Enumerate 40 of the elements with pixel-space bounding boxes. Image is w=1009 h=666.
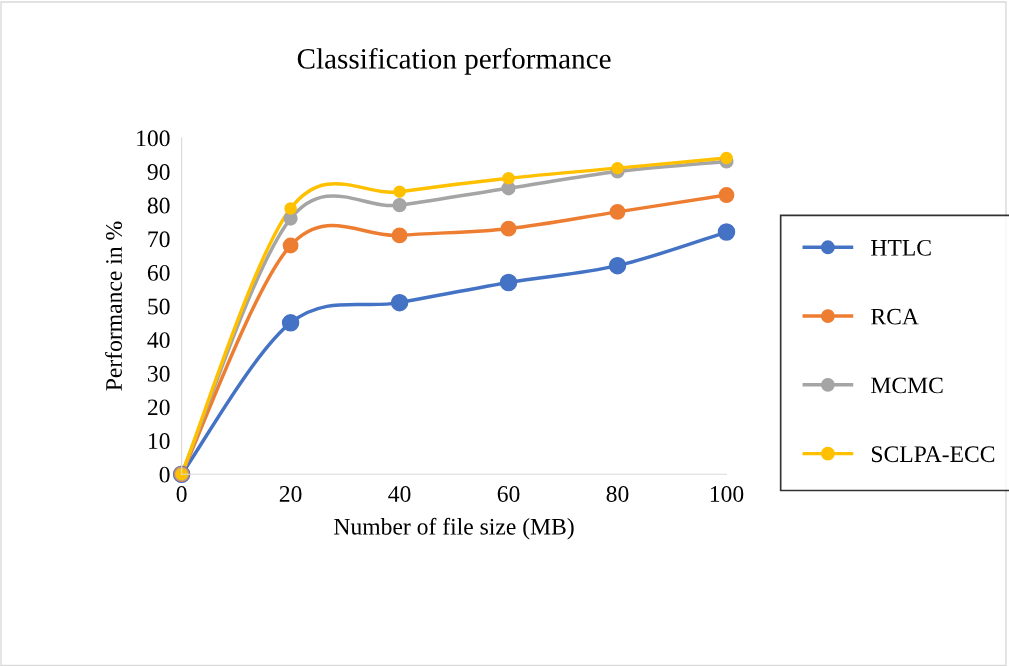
point <box>390 293 409 312</box>
x-tick-label: 100 <box>710 485 744 502</box>
y-tick-label: 50 <box>148 298 170 315</box>
legend-label: MCMC <box>871 377 943 394</box>
point <box>282 237 299 254</box>
point <box>611 161 624 175</box>
point <box>608 256 627 275</box>
y-tick-label: 10 <box>148 433 170 449</box>
point <box>392 198 407 213</box>
y-tick-label: 100 <box>137 130 170 147</box>
legend-label: RCA <box>871 308 919 325</box>
y-tick-label: 60 <box>147 264 170 281</box>
point <box>281 314 300 332</box>
point <box>502 171 515 185</box>
point <box>391 227 408 244</box>
x-tick-label: 20 <box>279 485 302 502</box>
point <box>499 273 518 292</box>
y-tick-label: 40 <box>147 332 170 349</box>
y-axis-title: Performance in % <box>105 221 123 391</box>
point <box>609 203 626 220</box>
point <box>718 187 735 203</box>
x-tick-label: 0 <box>176 485 187 502</box>
point <box>393 185 406 198</box>
y-tick-label: 90 <box>147 163 170 180</box>
y-tick-label: 70 <box>148 231 170 248</box>
chart-title: Classification performance <box>297 47 611 75</box>
point <box>500 220 517 237</box>
y-tick-label: 0 <box>159 466 170 483</box>
x-axis-title: Number of file size (MB) <box>334 517 574 540</box>
legend-label: HTLC <box>871 239 931 256</box>
point <box>284 202 297 215</box>
point <box>720 151 733 165</box>
x-tick-label: 80 <box>606 485 629 502</box>
x-tick-label: 60 <box>497 485 520 502</box>
y-tick-label: 30 <box>148 365 170 382</box>
x-tick-label: 40 <box>388 485 411 502</box>
legend-label: SCLPA-ECC <box>871 446 995 463</box>
point <box>717 223 736 241</box>
y-tick-label: 80 <box>147 197 170 214</box>
y-tick-label: 20 <box>147 399 170 416</box>
